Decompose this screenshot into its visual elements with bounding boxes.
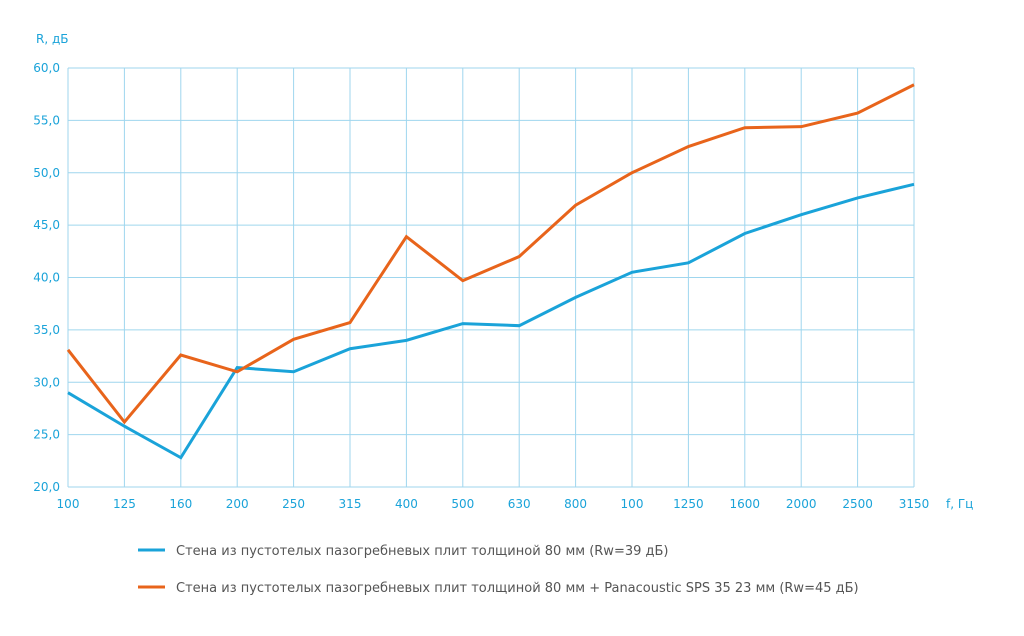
y-tick-label: 60,0 — [33, 61, 60, 75]
y-tick-label: 25,0 — [33, 428, 60, 442]
x-tick-label: 100 — [57, 497, 80, 511]
y-axis-title: R, дБ — [36, 32, 69, 46]
y-tick-label: 45,0 — [33, 218, 60, 232]
y-tick-label: 55,0 — [33, 113, 60, 127]
x-tick-label: 100 — [621, 497, 644, 511]
chart-legend: Стена из пустотелых пазогребневых плит т… — [138, 544, 859, 596]
series-line-blue — [67, 182, 915, 460]
x-axis-title: f, Гц — [946, 497, 973, 511]
x-tick-label: 160 — [169, 497, 192, 511]
legend-label-blue: Стена из пустотелых пазогребневых плит т… — [176, 544, 668, 559]
x-tick-label: 2000 — [786, 497, 817, 511]
x-tick-label: 400 — [395, 497, 418, 511]
x-tick-label: 315 — [339, 497, 362, 511]
y-tick-label: 30,0 — [33, 375, 60, 389]
legend-label-orange: Стена из пустотелых пазогребневых плит т… — [176, 581, 859, 596]
x-tick-label: 125 — [113, 497, 136, 511]
y-tick-label: 50,0 — [33, 166, 60, 180]
chart-series — [66, 83, 915, 460]
x-tick-labels: 100 125 160 200 250 315 400 500 630 800 100 1250 160… — [57, 497, 930, 511]
x-tick-label: 500 — [451, 497, 474, 511]
chart-grid — [67, 67, 915, 488]
y-tick-label: 20,0 — [33, 480, 60, 494]
x-tick-label: 1250 — [673, 497, 704, 511]
x-tick-label: 3150 — [899, 497, 930, 511]
x-tick-label: 200 — [226, 497, 249, 511]
series-line-orange — [66, 83, 915, 425]
x-tick-label: 800 — [564, 497, 587, 511]
x-tick-label: 2500 — [842, 497, 873, 511]
y-tick-label: 40,0 — [33, 271, 60, 285]
y-tick-label: 35,0 — [33, 323, 60, 337]
x-tick-label: 630 — [508, 497, 531, 511]
x-tick-label: 250 — [282, 497, 305, 511]
y-tick-labels: 20,0 25,0 30,0 35,0 40,0 45,0 50,0 55,0 60,0 — [33, 61, 60, 494]
x-tick-label: 1600 — [730, 497, 761, 511]
